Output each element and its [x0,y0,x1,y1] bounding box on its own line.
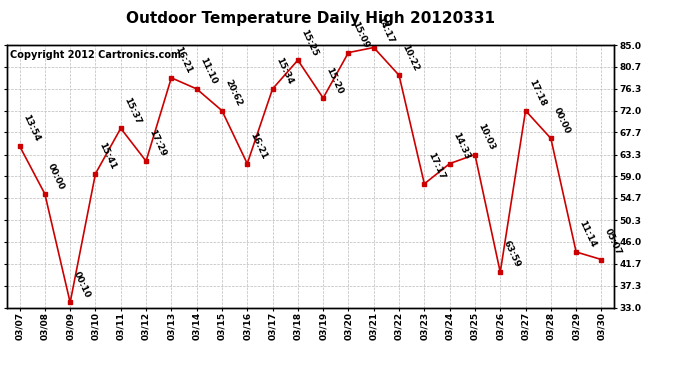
Text: 14:17: 14:17 [375,15,395,45]
Text: 13:54: 13:54 [21,113,41,143]
Text: 15:34: 15:34 [274,56,294,86]
Text: 17:29: 17:29 [148,128,168,158]
Text: 00:00: 00:00 [46,162,66,191]
Text: 05:07: 05:07 [603,227,623,257]
Text: 16:21: 16:21 [248,131,269,161]
Text: 10:03: 10:03 [476,122,497,152]
Text: 15:09: 15:09 [350,20,370,50]
Text: Outdoor Temperature Daily High 20120331: Outdoor Temperature Daily High 20120331 [126,11,495,26]
Text: 16:21: 16:21 [172,45,193,75]
Text: 15:41: 15:41 [97,141,117,171]
Text: 15:25: 15:25 [299,28,319,57]
Text: 00:00: 00:00 [552,106,572,136]
Text: 20:62: 20:62 [224,78,244,108]
Text: 00:10: 00:10 [72,270,92,300]
Text: 15:37: 15:37 [122,96,142,126]
Text: 10:22: 10:22 [400,43,421,72]
Text: 11:10: 11:10 [198,57,218,86]
Text: 15:20: 15:20 [324,66,345,95]
Text: Copyright 2012 Cartronics.com: Copyright 2012 Cartronics.com [10,50,181,60]
Text: 11:14: 11:14 [578,219,598,249]
Text: 63:59: 63:59 [502,240,522,269]
Text: 14:33: 14:33 [451,131,471,161]
Text: 17:17: 17:17 [426,151,446,181]
Text: 17:18: 17:18 [527,78,547,108]
